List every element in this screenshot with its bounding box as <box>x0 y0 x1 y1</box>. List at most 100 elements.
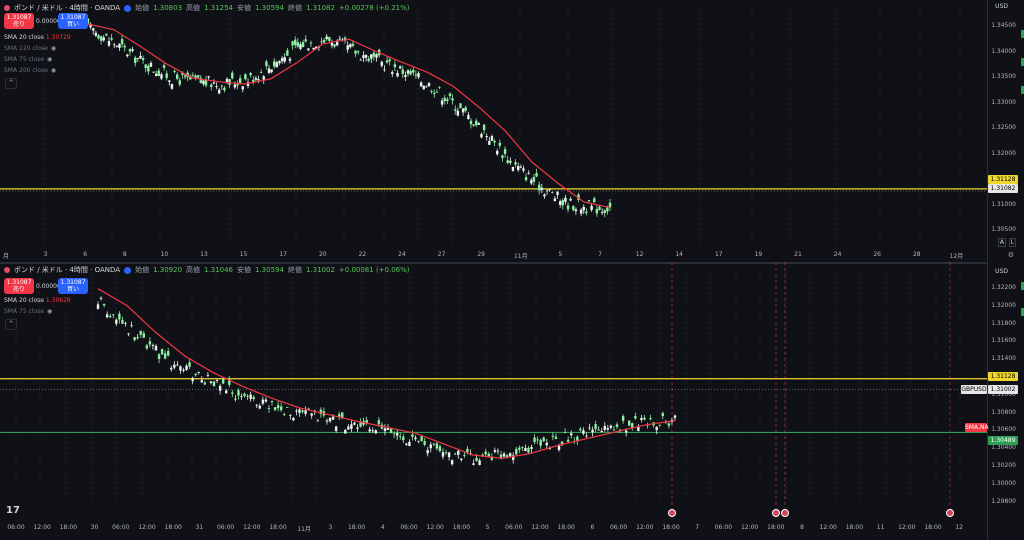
eye-icon[interactable]: ◉ <box>47 56 53 63</box>
candle-body <box>170 84 174 89</box>
collapse-legend-button[interactable]: ^ <box>5 319 17 330</box>
candle-body <box>197 372 200 373</box>
economic-event-icon[interactable] <box>946 509 954 517</box>
top-chart-pane[interactable]: ポンド / 米ドル · 4時間 · OANDA 始値 1.30803 高値 1.31… <box>0 0 1024 262</box>
candle-body <box>173 71 176 73</box>
candle-body <box>145 345 149 349</box>
bottom-y-tick: 1.31000 <box>991 390 1016 398</box>
candle-body <box>309 42 313 44</box>
candle-body <box>503 148 507 154</box>
bottom-x-tick: 7 <box>695 524 700 531</box>
candle-body <box>392 433 396 435</box>
top-indicator-sma75[interactable]: SMA 75 close ◉ <box>4 56 52 63</box>
bottom-x-tick: 12 <box>955 524 964 531</box>
bottom-sell-button[interactable]: 1.31087 売り <box>4 278 34 294</box>
candle-body <box>258 405 262 409</box>
candle-body <box>375 54 378 58</box>
log-scale-button[interactable]: L <box>1008 238 1016 247</box>
candle-body <box>99 298 103 299</box>
flag-icon <box>4 5 10 11</box>
top-indicator-sma20[interactable]: SMA 20 close 1.30729 <box>4 34 71 41</box>
top-symbol-title[interactable]: ポンド / 米ドル · 4時間 · OANDA <box>14 4 121 12</box>
candle-body <box>370 54 373 59</box>
top-open-value: 1.30803 <box>153 4 183 12</box>
candle-body <box>298 409 301 413</box>
candle-body <box>270 69 273 73</box>
bottom-x-tick: 06:00 <box>505 524 523 531</box>
candle-body <box>292 417 295 421</box>
candle-body <box>237 390 240 396</box>
top-x-tick: 6 <box>83 251 88 258</box>
candle-body <box>289 415 292 416</box>
candle-body <box>134 57 137 63</box>
candle-body <box>560 441 564 446</box>
top-buy-label: 買い <box>66 21 79 28</box>
candle-body <box>380 61 383 66</box>
top-price-chart[interactable] <box>0 0 988 262</box>
candle-body <box>585 435 588 437</box>
bottom-indicator-sma20[interactable]: SMA 20 close 1.30628 <box>4 297 71 304</box>
top-x-tick: 20 <box>318 251 327 258</box>
economic-event-icon[interactable] <box>668 509 676 517</box>
bottom-price-chart[interactable] <box>0 262 988 540</box>
candle-body <box>188 362 191 367</box>
economic-event-icon[interactable] <box>772 509 780 517</box>
top-y-tick: 1.32000 <box>991 149 1016 157</box>
settings-gear-icon[interactable]: ⚙ <box>1007 251 1014 259</box>
candle-body <box>196 74 200 78</box>
bottom-buy-price: 1.31087 <box>60 279 86 286</box>
auto-scale-button[interactable]: A <box>997 238 1006 247</box>
bottom-symbol-title[interactable]: ポンド / 米ドル · 4時間 · OANDA <box>14 266 121 274</box>
bottom-price-axis[interactable]: USD 1.32200 1.32000 1.31800 1.31600 1.31400 1… <box>987 262 1024 540</box>
bottom-chart-pane[interactable]: ポンド / 米ドル · 4時間 · OANDA 始値 1.30920 高値 1.31… <box>0 262 1024 540</box>
candle-body <box>499 454 503 458</box>
top-indicator-sma200[interactable]: SMA 200 close ◉ <box>4 67 56 74</box>
bottom-indicator-sma75[interactable]: SMA 75 close ◉ <box>4 308 52 315</box>
bottom-buy-button[interactable]: 1.31087 買い <box>58 278 88 294</box>
collapse-legend-button[interactable]: ^ <box>5 78 17 89</box>
top-sell-button[interactable]: 1.31087 売り <box>4 13 34 29</box>
candle-body <box>490 136 494 141</box>
top-price-axis[interactable]: USD 1.34500 1.34000 1.33500 1.33000 1.32500 1… <box>987 0 1024 262</box>
candle-body <box>595 208 599 214</box>
candle-body <box>433 92 436 94</box>
top-x-tick: 月 <box>2 253 10 260</box>
candle-body <box>438 87 441 88</box>
bottom-x-tick: 12:00 <box>33 524 51 531</box>
candle-body <box>189 75 192 80</box>
bottom-x-tick: 18:00 <box>845 524 864 531</box>
bottom-y-tick: 1.29800 <box>991 497 1016 505</box>
pane-separator[interactable] <box>0 262 1024 264</box>
candle-body <box>286 407 289 408</box>
candle-body <box>404 74 407 77</box>
candle-body <box>634 416 637 419</box>
candle-body <box>631 423 634 429</box>
candle-body <box>426 450 429 454</box>
eye-icon[interactable]: ◉ <box>50 67 57 74</box>
top-x-tick: 28 <box>912 251 921 258</box>
bottom-x-tick: 12:00 <box>819 524 837 531</box>
candle-body <box>124 322 127 324</box>
top-indicator-sma120[interactable]: SMA 120 close ◉ <box>4 45 56 52</box>
economic-event-icon[interactable] <box>781 509 789 517</box>
tradingview-logo[interactable]: 17 <box>6 505 20 516</box>
top-indicator-sma20-name: SMA 20 close <box>4 34 44 41</box>
candle-body <box>539 440 542 446</box>
eye-icon[interactable]: ◉ <box>50 45 57 52</box>
top-spread: 0.00000 <box>36 17 61 25</box>
candle-body <box>288 58 292 61</box>
top-x-tick: 11月 <box>513 253 528 260</box>
candle-body <box>194 75 197 79</box>
candle-body <box>608 202 612 208</box>
candle-body <box>126 54 129 57</box>
candle-body <box>579 428 582 431</box>
top-buy-button[interactable]: 1.31087 買い <box>58 13 88 29</box>
candle-body <box>151 345 155 346</box>
candle-body <box>168 80 171 82</box>
candle-body <box>609 425 613 428</box>
candle-body <box>395 433 399 436</box>
candle-body <box>296 42 300 47</box>
eye-icon[interactable]: ◉ <box>47 308 53 315</box>
candle-body <box>333 44 336 47</box>
bottom-x-tick: 4 <box>380 524 385 531</box>
